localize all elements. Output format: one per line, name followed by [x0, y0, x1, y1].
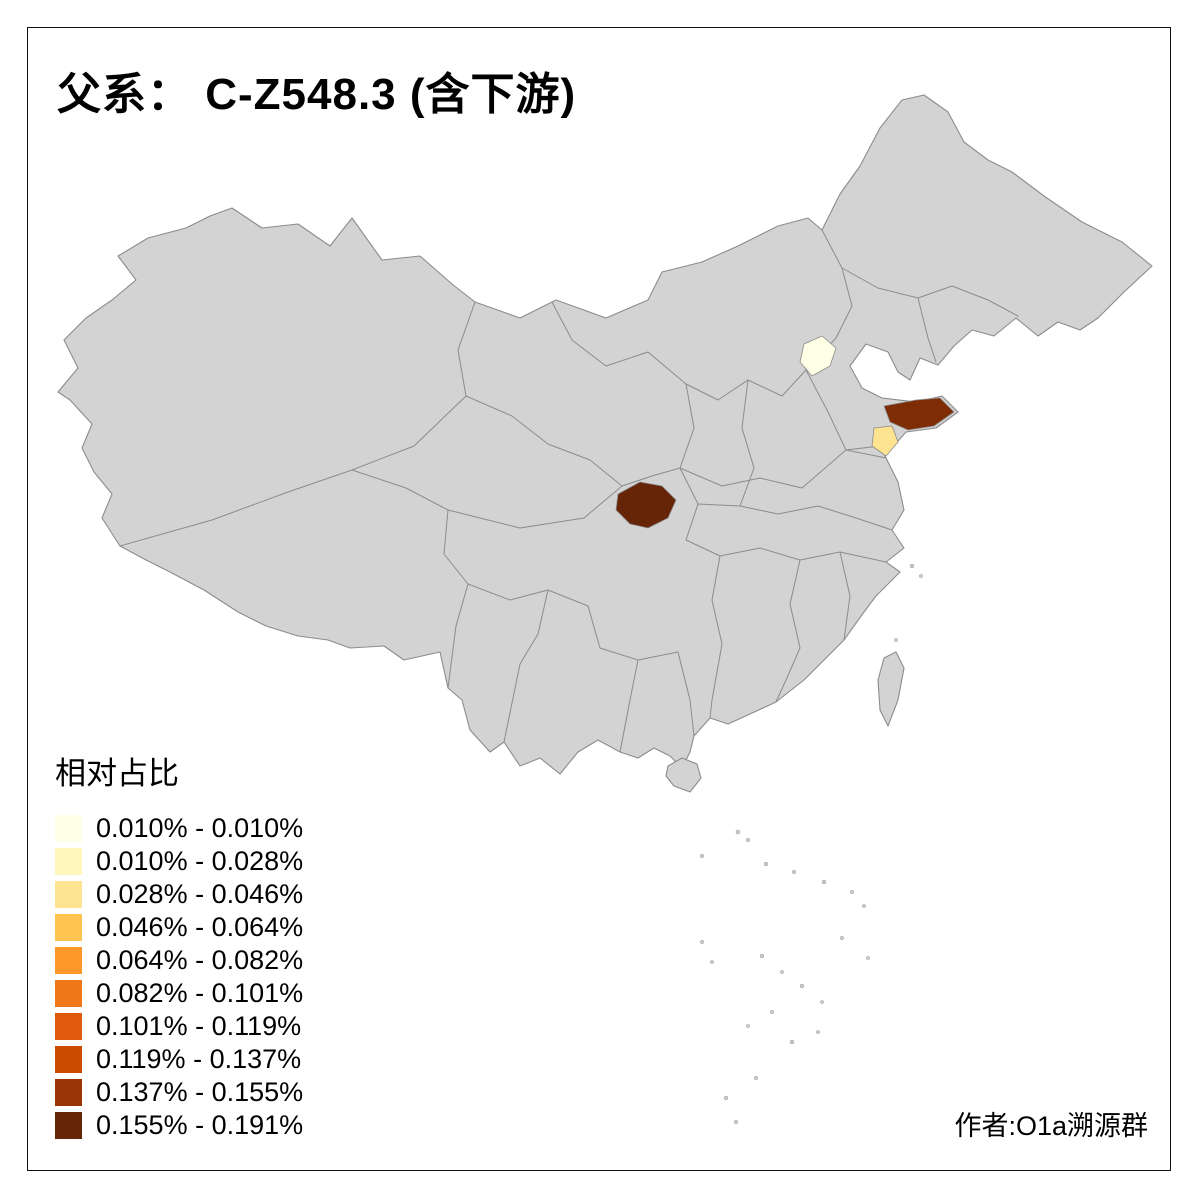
legend-label: 0.155% - 0.191%: [96, 1110, 304, 1140]
author-credit: 作者:O1a溯源群: [954, 1111, 1148, 1141]
region-beijing: [800, 336, 836, 376]
legend-swatch: [55, 848, 82, 875]
south-china-sea-islets: [700, 564, 922, 1123]
legend-swatch: [55, 1079, 82, 1106]
legend-swatch: [55, 947, 82, 974]
legend-swatch: [55, 1013, 82, 1040]
legend-title: 相对占比: [55, 756, 179, 791]
legend-swatch: [55, 980, 82, 1007]
legend-label: 0.064% - 0.082%: [96, 945, 304, 975]
legend-item: 0.010% - 0.010%: [55, 813, 304, 843]
legend-item: 0.064% - 0.082%: [55, 945, 304, 975]
legend-label: 0.010% - 0.028%: [96, 846, 304, 876]
legend-label: 0.010% - 0.010%: [96, 813, 304, 843]
legend-label: 0.137% - 0.155%: [96, 1077, 304, 1107]
legend-item: 0.046% - 0.064%: [55, 912, 304, 942]
legend-label: 0.119% - 0.137%: [96, 1044, 302, 1074]
taiwan-island: [878, 652, 904, 726]
legend-item: 0.082% - 0.101%: [55, 978, 304, 1008]
legend-swatch: [55, 815, 82, 842]
legend-swatch: [55, 914, 82, 941]
legend-item: 0.119% - 0.137%: [55, 1044, 303, 1074]
legend-item: 0.010% - 0.028%: [55, 846, 304, 876]
legend-label: 0.101% - 0.119%: [96, 1011, 302, 1041]
legend-items: 0.010% - 0.010% 0.010% - 0.028% 0.028% - 0…: [55, 813, 304, 1140]
legend-swatch: [55, 1046, 82, 1073]
legend-label: 0.082% - 0.101%: [96, 978, 304, 1008]
legend-label: 0.028% - 0.046%: [96, 879, 304, 909]
legend-item: 0.137% - 0.155%: [55, 1077, 304, 1107]
province-boundaries: [120, 230, 1018, 752]
legend-label: 0.046% - 0.064%: [96, 912, 304, 942]
legend-item: 0.028% - 0.046%: [55, 879, 304, 909]
china-mainland: [58, 95, 1152, 774]
region-shandong-peninsula-south: [872, 426, 898, 456]
legend-swatch: [55, 1112, 82, 1139]
page-title: 父系： C-Z548.3 (含下游): [57, 70, 577, 119]
legend-item: 0.101% - 0.119%: [55, 1011, 303, 1041]
legend-swatch: [55, 881, 82, 908]
legend-item: 0.155% - 0.191%: [55, 1110, 304, 1140]
hainan-island: [666, 758, 701, 792]
region-gansu-south: [616, 482, 676, 528]
legend: 相对占比 0.010% - 0.010% 0.010% - 0.028% 0.028…: [55, 748, 303, 1145]
region-shandong-peninsula-northeast: [884, 398, 954, 430]
